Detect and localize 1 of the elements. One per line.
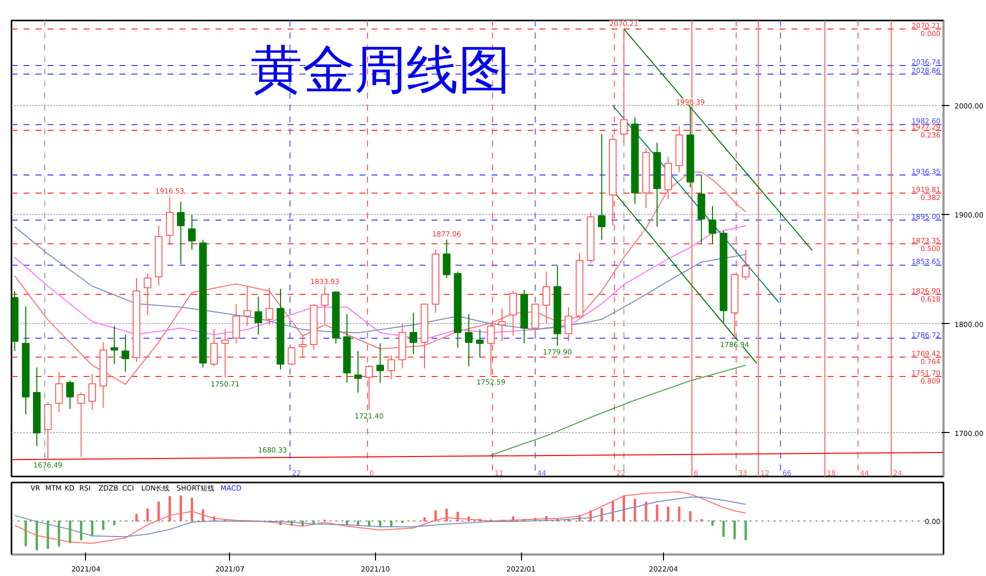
chart-title: 黄金周线图 <box>250 40 510 100</box>
